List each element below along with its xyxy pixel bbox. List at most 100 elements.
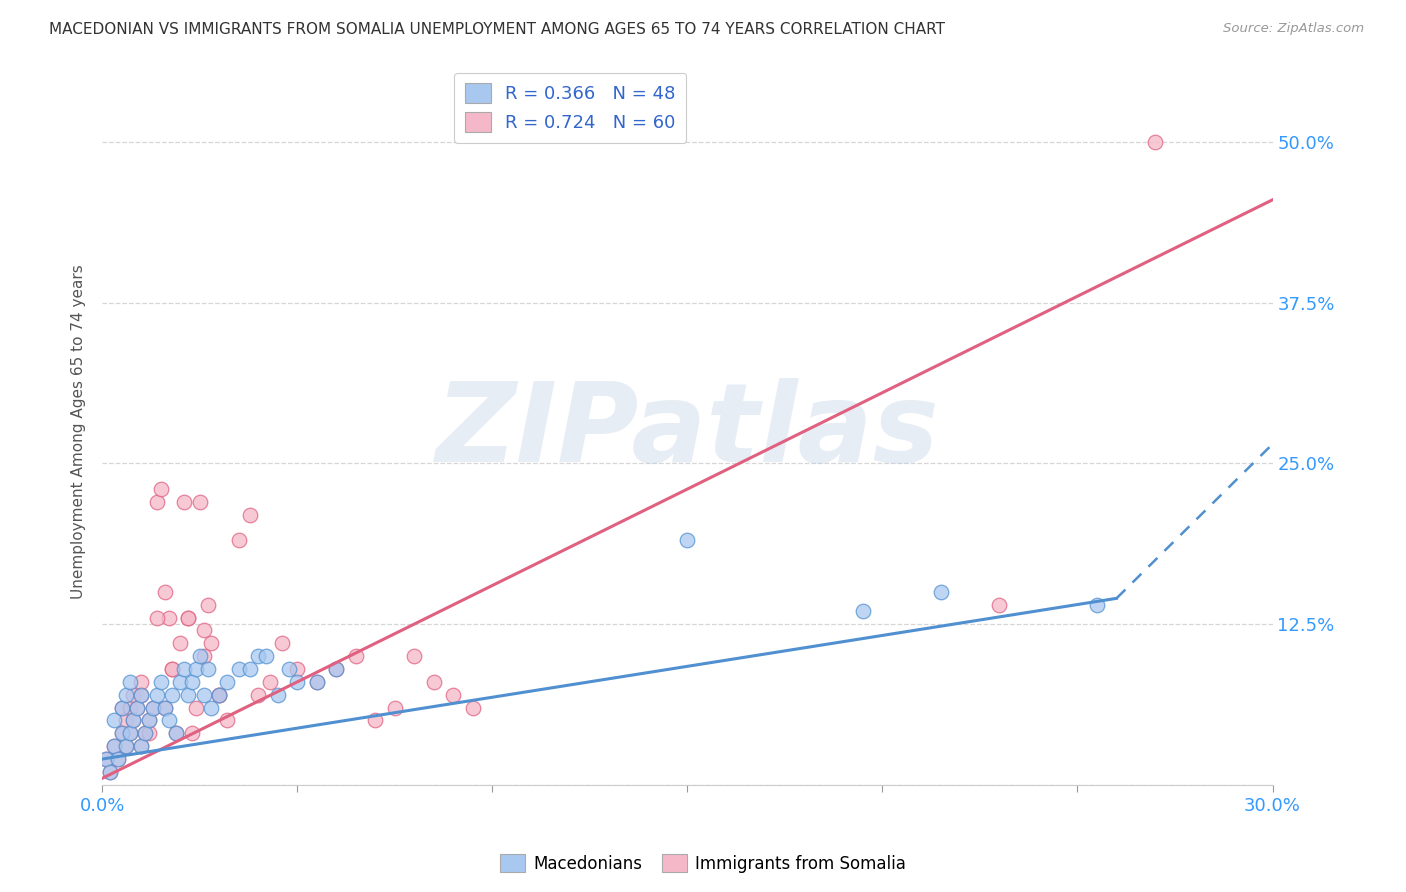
Point <box>127 700 149 714</box>
Point <box>197 598 219 612</box>
Point <box>111 726 134 740</box>
Point <box>118 726 141 740</box>
Point <box>247 649 270 664</box>
Point <box>122 714 145 728</box>
Point <box>114 739 136 754</box>
Point <box>111 700 134 714</box>
Point <box>94 752 117 766</box>
Legend: R = 0.366   N = 48, R = 0.724   N = 60: R = 0.366 N = 48, R = 0.724 N = 60 <box>454 72 686 143</box>
Point <box>215 674 238 689</box>
Point <box>111 726 134 740</box>
Point <box>129 688 152 702</box>
Point <box>149 674 172 689</box>
Point <box>138 726 160 740</box>
Point <box>364 714 387 728</box>
Point <box>129 688 152 702</box>
Point <box>122 688 145 702</box>
Point <box>94 752 117 766</box>
Point <box>285 662 308 676</box>
Point <box>325 662 347 676</box>
Point <box>247 688 270 702</box>
Point <box>129 739 152 754</box>
Y-axis label: Unemployment Among Ages 65 to 74 years: Unemployment Among Ages 65 to 74 years <box>72 264 86 599</box>
Point <box>384 700 406 714</box>
Point <box>305 674 328 689</box>
Point <box>129 739 152 754</box>
Point <box>228 662 250 676</box>
Point <box>118 700 141 714</box>
Point <box>441 688 464 702</box>
Point <box>142 700 165 714</box>
Legend: Macedonians, Immigrants from Somalia: Macedonians, Immigrants from Somalia <box>494 847 912 880</box>
Point <box>215 714 238 728</box>
Point <box>142 700 165 714</box>
Point <box>305 674 328 689</box>
Point <box>114 714 136 728</box>
Point <box>259 674 281 689</box>
Point <box>193 624 215 638</box>
Point <box>103 739 125 754</box>
Point <box>184 700 207 714</box>
Point <box>138 714 160 728</box>
Point <box>146 610 169 624</box>
Point <box>239 508 262 522</box>
Point <box>114 739 136 754</box>
Point <box>278 662 301 676</box>
Point <box>107 752 129 766</box>
Point <box>118 726 141 740</box>
Point <box>177 610 200 624</box>
Point <box>146 495 169 509</box>
Point <box>134 726 156 740</box>
Point <box>162 688 184 702</box>
Text: MACEDONIAN VS IMMIGRANTS FROM SOMALIA UNEMPLOYMENT AMONG AGES 65 TO 74 YEARS COR: MACEDONIAN VS IMMIGRANTS FROM SOMALIA UN… <box>49 22 945 37</box>
Point <box>193 649 215 664</box>
Point <box>165 726 187 740</box>
Point <box>157 610 180 624</box>
Point <box>146 688 169 702</box>
Point <box>228 533 250 548</box>
Point <box>134 726 156 740</box>
Point <box>423 674 446 689</box>
Point <box>153 700 176 714</box>
Point <box>325 662 347 676</box>
Point <box>111 700 134 714</box>
Point <box>162 662 184 676</box>
Point <box>153 585 176 599</box>
Point <box>197 662 219 676</box>
Point <box>153 700 176 714</box>
Point <box>149 482 172 496</box>
Point <box>138 714 160 728</box>
Point <box>162 662 184 676</box>
Point <box>107 752 129 766</box>
Point <box>169 674 191 689</box>
Point <box>461 700 484 714</box>
Point <box>181 674 204 689</box>
Point <box>127 700 149 714</box>
Point <box>177 610 200 624</box>
Point <box>267 688 290 702</box>
Point <box>193 688 215 702</box>
Point <box>200 636 222 650</box>
Point <box>184 662 207 676</box>
Point <box>103 739 125 754</box>
Point <box>181 726 204 740</box>
Point <box>200 700 222 714</box>
Point <box>173 662 195 676</box>
Point <box>188 649 211 664</box>
Point <box>988 598 1011 612</box>
Point <box>404 649 426 664</box>
Point <box>118 674 141 689</box>
Point <box>239 662 262 676</box>
Point <box>165 726 187 740</box>
Point <box>676 533 699 548</box>
Point <box>285 674 308 689</box>
Point <box>254 649 277 664</box>
Text: Source: ZipAtlas.com: Source: ZipAtlas.com <box>1223 22 1364 36</box>
Point <box>208 688 231 702</box>
Point <box>208 688 231 702</box>
Point <box>103 714 125 728</box>
Point <box>98 764 121 779</box>
Point <box>1085 598 1108 612</box>
Point <box>98 764 121 779</box>
Point <box>852 604 875 618</box>
